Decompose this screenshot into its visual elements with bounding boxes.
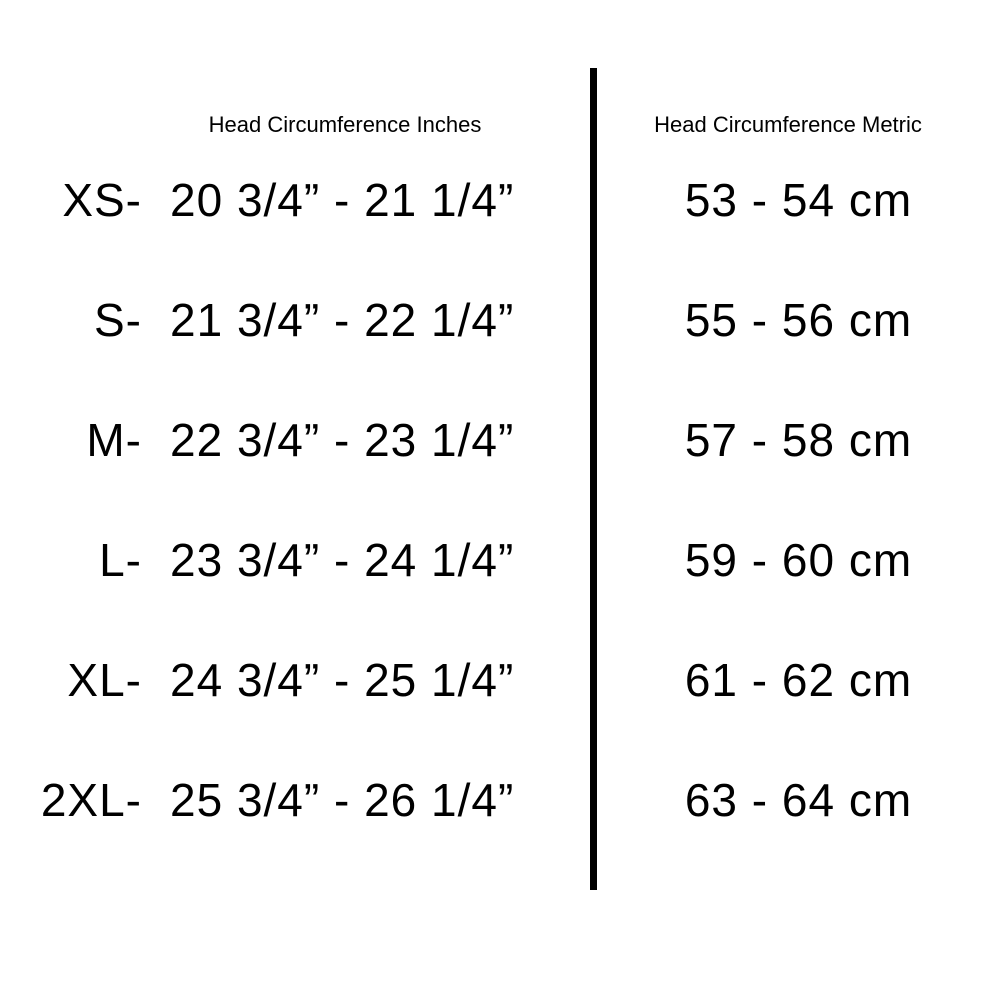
- table-row: L- 23 3/4” - 24 1/4” 59 - 60 cm: [0, 524, 1000, 596]
- inches-range: 22 3/4” - 23 1/4”: [170, 414, 515, 466]
- size-label: XL-: [67, 654, 142, 706]
- inches-range: 20 3/4” - 21 1/4”: [170, 174, 515, 226]
- column-divider: [590, 68, 597, 890]
- size-label: M-: [86, 414, 142, 466]
- metric-range: 61 - 62 cm: [684, 654, 913, 706]
- table-row: XS- 20 3/4” - 21 1/4” 53 - 54 cm: [0, 164, 1000, 236]
- inches-range: 21 3/4” - 22 1/4”: [170, 294, 515, 346]
- table-row: M- 22 3/4” - 23 1/4” 57 - 58 cm: [0, 404, 1000, 476]
- metric-column-header: Head Circumference Metric: [654, 112, 922, 137]
- inches-column-header: Head Circumference Inches: [208, 112, 482, 137]
- metric-range: 55 - 56 cm: [684, 294, 913, 346]
- size-label: XS-: [62, 174, 142, 226]
- size-label: S-: [94, 294, 142, 346]
- size-label: 2XL-: [40, 774, 142, 826]
- table-row: XL- 24 3/4” - 25 1/4” 61 - 62 cm: [0, 644, 1000, 716]
- size-label: L-: [99, 534, 142, 586]
- inches-range: 24 3/4” - 25 1/4”: [170, 654, 515, 706]
- metric-range: 57 - 58 cm: [684, 414, 913, 466]
- metric-range: 53 - 54 cm: [684, 174, 913, 226]
- inches-range: 25 3/4” - 26 1/4”: [170, 774, 515, 826]
- inches-range: 23 3/4” - 24 1/4”: [170, 534, 515, 586]
- metric-range: 59 - 60 cm: [684, 534, 913, 586]
- table-row: 2XL- 25 3/4” - 26 1/4” 63 - 64 cm: [0, 764, 1000, 836]
- metric-range: 63 - 64 cm: [684, 774, 913, 826]
- table-row: S- 21 3/4” - 22 1/4” 55 - 56 cm: [0, 284, 1000, 356]
